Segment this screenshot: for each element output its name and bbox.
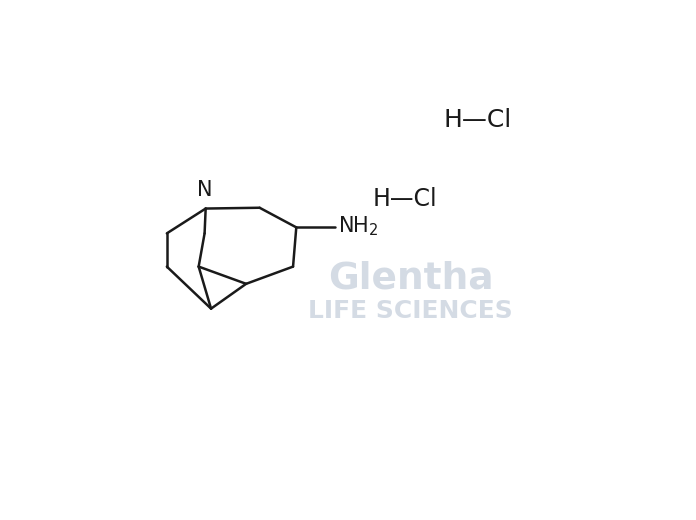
Text: Glentha: Glentha (328, 261, 493, 296)
Text: LIFE SCIENCES: LIFE SCIENCES (308, 298, 513, 322)
Text: N: N (197, 180, 212, 200)
Text: NH$_2$: NH$_2$ (338, 215, 379, 238)
Text: H—Cl: H—Cl (444, 109, 512, 133)
Text: H—Cl: H—Cl (373, 187, 438, 211)
